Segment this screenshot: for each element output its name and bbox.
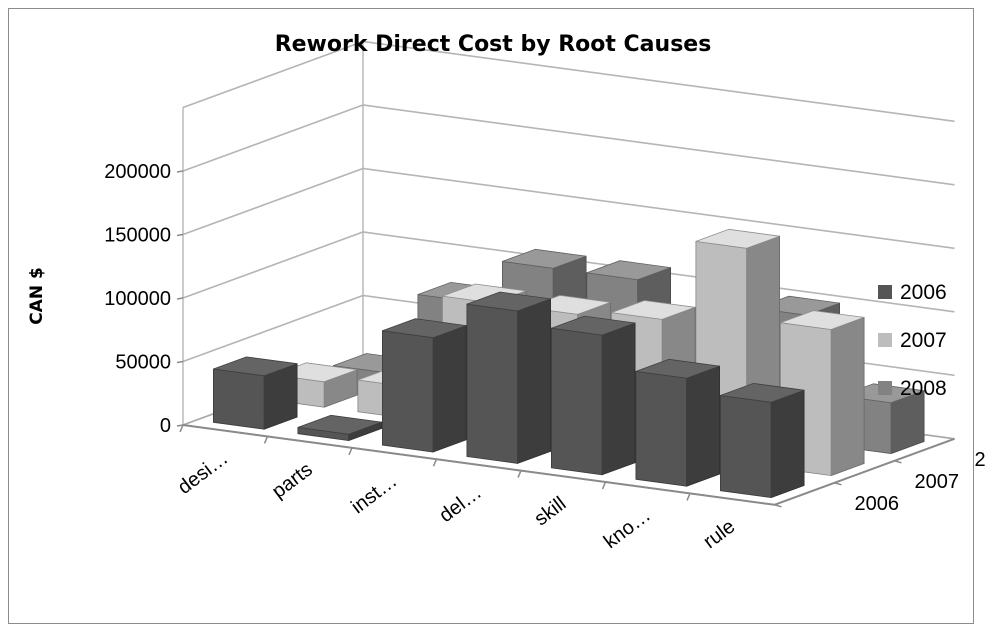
x-tick-label: parts <box>268 459 317 503</box>
bar-top <box>213 356 298 377</box>
y-tick-label: 150000 <box>104 225 171 247</box>
y-tick-label: 50000 <box>115 352 171 374</box>
gridline <box>182 104 955 186</box>
bar-top <box>551 315 636 336</box>
y-tick-mark <box>176 233 184 237</box>
x-tick-label: rule <box>699 516 739 554</box>
legend-label-2007: 2007 <box>900 329 947 352</box>
depth-tick-label: 2007 <box>915 471 960 493</box>
x-tick-label: inst… <box>347 470 401 518</box>
x-tick-label: del… <box>435 481 486 527</box>
bar-top <box>466 291 551 312</box>
y-tick-label: 100000 <box>104 288 171 310</box>
bar-side <box>517 298 551 464</box>
y-tick-label: 200000 <box>104 161 171 183</box>
x-tick-label: skill <box>530 493 570 531</box>
bar-top <box>502 248 587 269</box>
bar-side <box>770 389 805 499</box>
bar-front <box>212 368 265 430</box>
bar-2006-kno… <box>635 358 720 487</box>
bar-top <box>720 382 805 403</box>
y-tick-mark <box>176 424 184 427</box>
bar-side <box>601 322 636 476</box>
gridline <box>182 167 955 250</box>
bar-front <box>720 395 772 499</box>
x-tick-mark <box>686 493 691 501</box>
depth-axis-line <box>774 437 955 506</box>
bar-top <box>695 228 780 249</box>
depth-tick-label: 2006 <box>855 493 900 515</box>
y-axis-title: CAN $ <box>27 267 47 325</box>
y-tick-mark <box>176 170 184 173</box>
bar-2006-inst… <box>381 318 467 453</box>
bar-2006-parts <box>297 414 383 442</box>
bar-front <box>551 327 603 476</box>
depth-tick-label: 2008 <box>975 449 985 471</box>
bar-top <box>586 260 671 281</box>
bars <box>212 228 925 499</box>
depth-tick-mark <box>834 482 842 486</box>
bar-2006-desi… <box>212 356 298 430</box>
bar-side <box>686 365 720 487</box>
x-tick-mark <box>432 458 438 467</box>
x-tick-mark <box>179 424 184 433</box>
bar-side <box>432 325 467 453</box>
bar-side <box>830 316 865 477</box>
bar-front <box>635 370 687 487</box>
x-tick-label: kno… <box>600 504 655 553</box>
bar-top <box>297 414 382 435</box>
depth-tick-mark <box>894 460 902 464</box>
x-tick-mark <box>263 436 269 444</box>
bar-2006-del… <box>466 291 551 464</box>
bar-2006-rule <box>720 382 805 499</box>
bar-front <box>381 330 434 453</box>
bar-2006-skill <box>551 315 636 476</box>
x-tick-label: desi… <box>174 447 233 499</box>
legend-swatch-2006 <box>878 285 892 299</box>
x-tick-mark <box>601 481 607 490</box>
x-tick-mark <box>348 447 353 456</box>
depth-tick-mark <box>774 504 782 508</box>
legend-label-2006: 2006 <box>900 281 947 304</box>
bar-top <box>780 310 865 330</box>
legend-swatch-2008 <box>878 381 892 395</box>
legend-label-2008: 2008 <box>900 377 947 400</box>
legend: 2006 2007 2008 <box>878 281 947 400</box>
y-tick-label: 0 <box>160 415 171 437</box>
legend-swatch-2007 <box>878 333 892 347</box>
chart-title: Rework Direct Cost by Root Causes <box>275 32 712 57</box>
y-tick-mark <box>176 360 184 364</box>
y-tick-mark <box>176 297 184 300</box>
bar-top <box>635 358 720 379</box>
bar-top <box>611 300 696 320</box>
x-tick-mark <box>517 470 522 478</box>
bar-front <box>466 303 518 464</box>
bar-top <box>382 318 467 339</box>
x-axis-line <box>182 424 775 506</box>
